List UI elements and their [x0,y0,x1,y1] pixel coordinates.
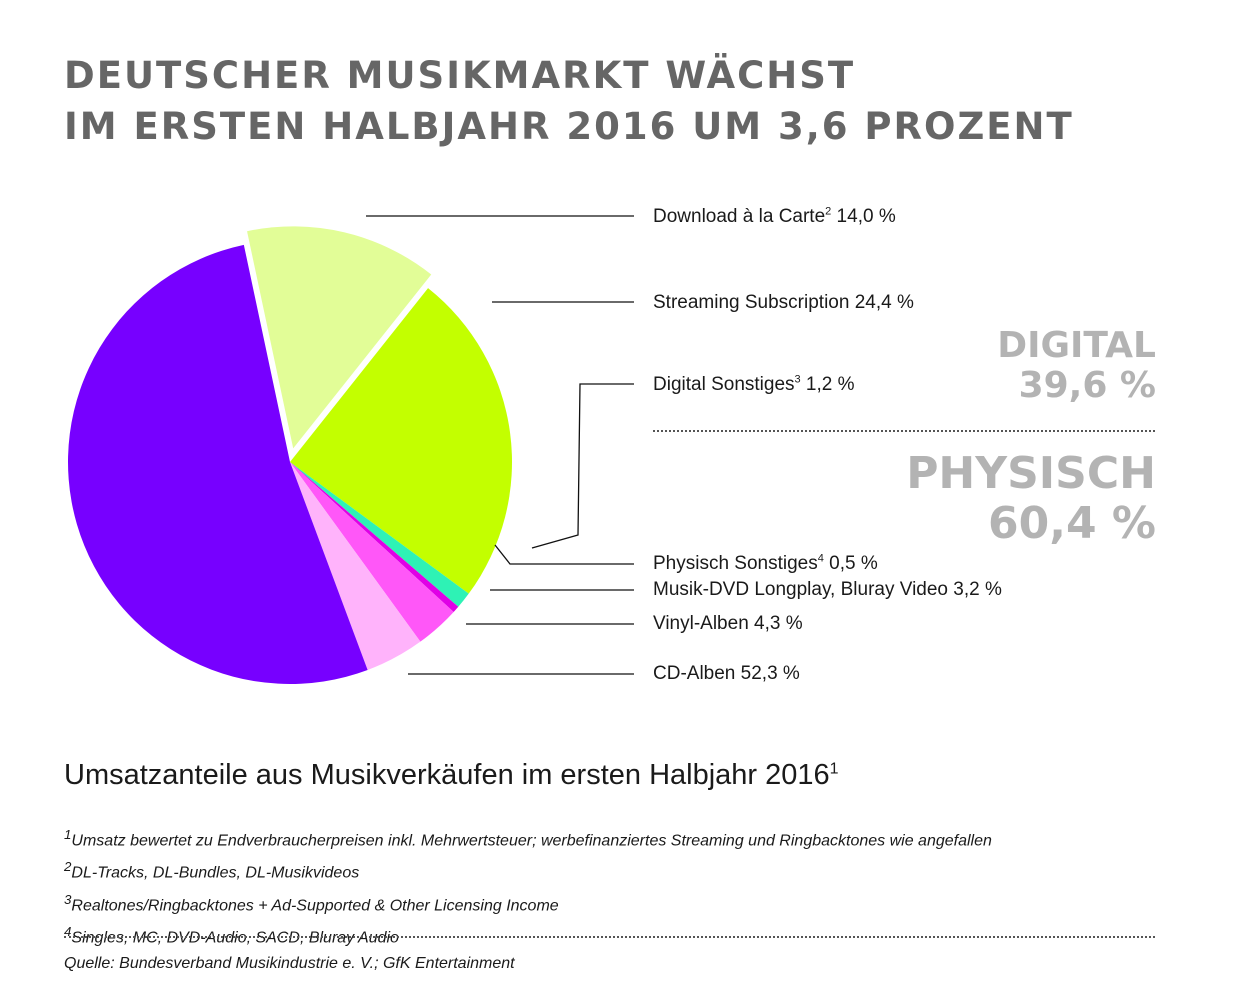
slice-label-value: 14,0 % [831,206,896,227]
slice-label: Musik-DVD Longplay, Bluray Video 3,2 % [653,579,1002,601]
slice-label-name: Vinyl-Alben [653,613,749,634]
slice-label-value: 1,2 % [800,374,855,395]
slice-label: Digital Sonstiges3 1,2 % [653,374,855,396]
leader-line [531,383,634,549]
pie-slice-physisch-sonstiges [290,462,459,612]
chart-title: DEUTSCHER MUSIKMARKT WÄCHST IM ERSTEN HA… [64,50,1074,152]
slice-label-note: 3 [794,373,801,386]
slice-label: Physisch Sonstiges4 0,5 % [653,553,878,575]
footnotes: 1Umsatz bewertet zu Endverbraucherpreise… [64,822,992,951]
physisch-total-value: 60,4 % [988,498,1156,549]
slice-label-value: 52,3 % [735,663,800,684]
divider-dotted [653,430,1155,432]
pie-slice-digital-sonstiges [290,462,469,607]
pie-slice-vinyl-alben [290,462,421,670]
chart-subtitle: Umsatzanteile aus Musikverkäufen im erst… [64,757,839,793]
subtitle-note: 1 [829,760,839,778]
slice-label-value: 4,3 % [748,613,803,634]
digital-total-label: DIGITAL [997,325,1156,366]
leader-lines [366,215,634,675]
footnote: 3Realtones/Ringbacktones + Ad-Supported … [64,891,559,914]
footnote: 2DL-Tracks, DL-Bundles, DL-Musikvideos [64,859,360,882]
subtitle-text: Umsatzanteile aus Musikverkäufen im erst… [64,759,830,791]
source-note: Quelle: Bundesverband Musikindustrie e. … [64,955,515,972]
slice-label-name: Download à la Carte [653,206,826,227]
pie-slice-download-la-carte [247,226,432,449]
slice-label-note: 4 [817,552,824,565]
pie-slice-musik-dvd-longplay-bluray-video [290,462,454,642]
slice-label-name: Streaming Subscription [653,292,850,313]
pie-slice-streaming-subscription [290,288,512,594]
slice-label-name: Physisch Sonstiges [653,553,818,574]
slice-label-note: 2 [825,205,832,218]
footnote: 1Umsatz bewertet zu Endverbraucherpreise… [64,827,992,850]
slice-label-value: 0,5 % [823,553,878,574]
slice-label-name: Digital Sonstiges [653,374,795,395]
footer-divider-dotted [64,936,1155,938]
slice-label: Download à la Carte2 14,0 % [653,206,896,228]
slice-label-value: 3,2 % [948,579,1002,600]
slice-label-name: CD-Alben [653,663,736,684]
chart-title-line-2: IM ERSTEN HALBJAHR 2016 UM 3,6 PROZENT [64,105,1074,148]
chart-title-line-1: DEUTSCHER MUSIKMARKT WÄCHST [64,54,856,97]
slice-label: Vinyl-Alben 4,3 % [653,613,803,635]
leader-line [494,544,634,565]
slice-label-value: 24,4 % [849,292,914,313]
slice-label: CD-Alben 52,3 % [653,663,800,685]
digital-total-value: 39,6 % [1018,365,1156,406]
pie-slices [68,226,512,684]
physisch-total-label: PHYSISCH [906,448,1156,499]
slice-label-name: Musik-DVD Longplay, Bluray Video [653,579,948,600]
pie-slice-cd-alben [68,244,368,684]
slice-label: Streaming Subscription 24,4 % [653,292,914,314]
